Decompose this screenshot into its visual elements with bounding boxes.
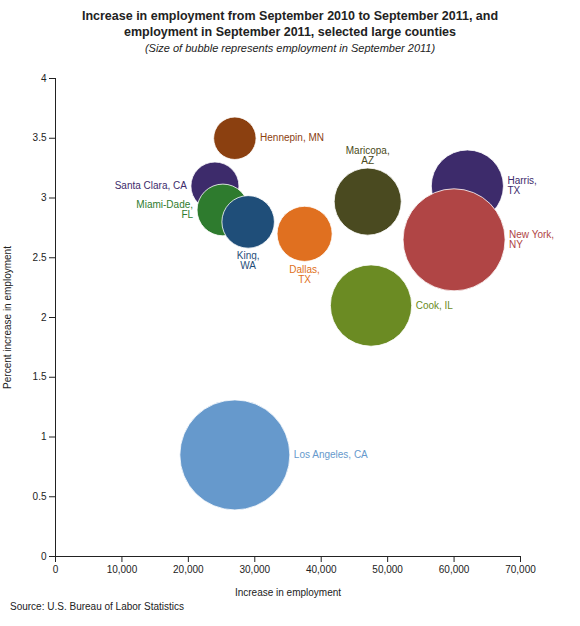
- svg-text:0: 0: [53, 564, 59, 575]
- svg-text:50,000: 50,000: [372, 564, 403, 575]
- svg-text:2.5: 2.5: [33, 252, 47, 263]
- svg-text:70,000: 70,000: [505, 564, 536, 575]
- svg-text:0: 0: [41, 551, 47, 562]
- svg-text:4: 4: [41, 73, 47, 84]
- svg-text:Maricopa,AZ: Maricopa,AZ: [346, 145, 390, 166]
- svg-text:Harris,TX: Harris,TX: [507, 175, 536, 196]
- svg-text:Cook, IL: Cook, IL: [416, 300, 454, 311]
- svg-text:40,000: 40,000: [306, 564, 337, 575]
- svg-text:Los Angeles, CA: Los Angeles, CA: [294, 449, 368, 460]
- svg-text:30,000: 30,000: [239, 564, 270, 575]
- svg-text:3: 3: [41, 192, 47, 203]
- svg-text:2: 2: [41, 312, 47, 323]
- html-text:Increase in employment from Se: Increase in employment from September 20…: [81, 9, 499, 39]
- svg-text:1: 1: [41, 431, 47, 442]
- html-text:Source: U.S. Bureau of Labor S: Source: U.S. Bureau of Labor Statistics: [10, 601, 184, 612]
- svg-text:Santa Clara, CA: Santa Clara, CA: [115, 180, 188, 191]
- svg-text:60,000: 60,000: [439, 564, 470, 575]
- svg-text:Percent increase in employment: Percent increase in employment: [2, 246, 13, 389]
- svg-text:1.5: 1.5: [33, 371, 47, 382]
- svg-text:Miami-Dade,FL: Miami-Dade,FL: [136, 199, 193, 220]
- svg-text:King,WA: King,WA: [237, 250, 260, 271]
- svg-text:3.5: 3.5: [33, 132, 47, 143]
- svg-text:0.5: 0.5: [33, 491, 47, 502]
- svg-text:Increase in employment: Increase in employment: [235, 587, 341, 598]
- svg-text:20,000: 20,000: [173, 564, 204, 575]
- svg-text:10,000: 10,000: [107, 564, 138, 575]
- html-text:(Size of bubble represents emp: (Size of bubble represents employment in…: [144, 42, 436, 54]
- svg-text:Dallas,TX: Dallas,TX: [289, 264, 320, 285]
- svg-text:New York,NY: New York,NY: [509, 229, 554, 250]
- svg-text:Hennepin, MN: Hennepin, MN: [260, 132, 324, 143]
